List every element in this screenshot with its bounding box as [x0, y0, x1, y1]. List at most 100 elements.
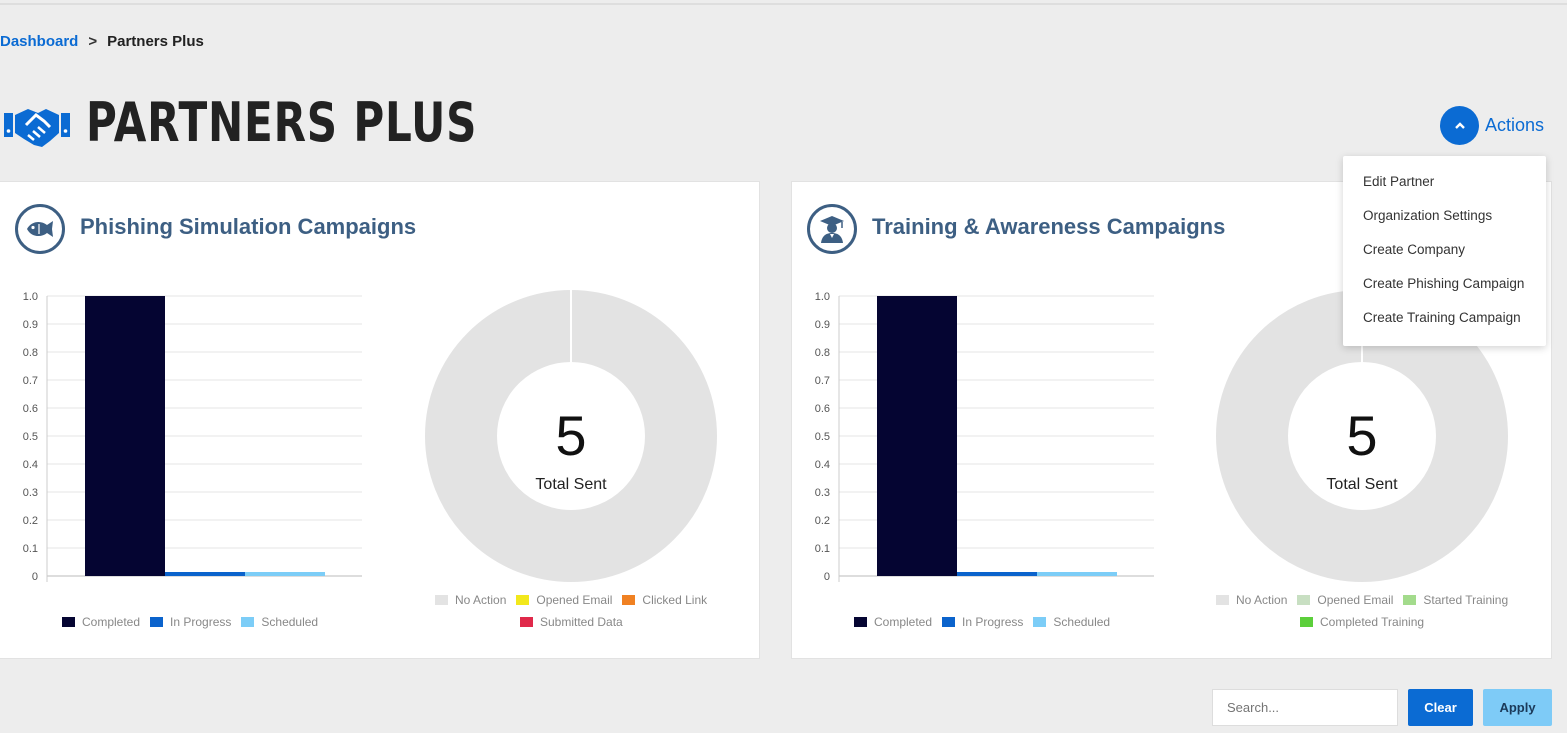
- legend-no-action: No Action: [1216, 593, 1287, 607]
- training-bar-chart: 1.0 0.9 0.8 0.7 0.6 0.5 0.4 0.3 0.2 0.1 0: [815, 291, 1154, 583]
- y-tick-label: 1.0: [23, 291, 38, 303]
- legend-in-progress: In Progress: [150, 615, 231, 629]
- y-tick-label: 0.1: [815, 543, 830, 555]
- training-donut-legend-row2: Completed Training: [1300, 615, 1434, 629]
- legend-swatch: [622, 595, 636, 605]
- legend-submitted-data: Submitted Data: [520, 615, 623, 629]
- training-bar-scheduled: [1037, 572, 1117, 576]
- y-tick-label: 0.3: [23, 487, 38, 499]
- y-tick-label: 0.6: [23, 403, 38, 415]
- legend-in-progress: In Progress: [942, 615, 1023, 629]
- legend-swatch: [1403, 595, 1417, 605]
- legend-label: Submitted Data: [540, 615, 623, 629]
- legend-label: Opened Email: [536, 593, 613, 607]
- y-tick-label: 0.6: [815, 403, 830, 415]
- legend-label: Completed Training: [1320, 615, 1425, 629]
- legend-opened-email: Opened Email: [1297, 593, 1393, 607]
- legend-swatch: [1216, 595, 1229, 605]
- y-tick-label: 0: [824, 571, 830, 583]
- breadcrumb: Dashboard > Partners Plus: [0, 33, 204, 50]
- phishing-donut-chart: 5 Total Sent: [425, 290, 717, 582]
- top-divider: [0, 3, 1567, 5]
- training-card-title: Training & Awareness Campaigns: [872, 214, 1226, 239]
- legend-label: Scheduled: [1053, 615, 1111, 629]
- y-tick-label: 0.2: [815, 515, 830, 527]
- legend-swatch: [62, 617, 75, 627]
- page-title: PARTNERS PLUS: [86, 91, 478, 154]
- legend-label: In Progress: [962, 615, 1024, 629]
- phishing-bar-scheduled: [245, 572, 325, 576]
- y-tick-label: 0.7: [23, 375, 38, 387]
- legend-swatch: [150, 617, 164, 627]
- clear-button[interactable]: Clear: [1408, 689, 1473, 726]
- legend-label: No Action: [455, 593, 507, 607]
- phishing-total-sent-value: 5: [555, 404, 587, 467]
- legend-scheduled: Scheduled: [241, 615, 318, 629]
- phishing-donut-legend-row1: No Action Opened Email Clicked Link: [435, 593, 717, 607]
- graduate-icon: [807, 204, 857, 254]
- y-tick-label: 1.0: [815, 291, 830, 303]
- y-tick-label: 0.9: [23, 319, 38, 331]
- menu-item-edit-partner[interactable]: Edit Partner: [1363, 174, 1435, 189]
- apply-button[interactable]: Apply: [1483, 689, 1552, 726]
- breadcrumb-current: Partners Plus: [107, 33, 204, 50]
- fish-icon: [15, 204, 65, 254]
- phishing-bar-chart: 1.0 0.9 0.8 0.7 0.6 0.5 0.4 0.3 0.2 0.1 0: [23, 291, 362, 583]
- legend-started-training: Started Training: [1403, 593, 1508, 607]
- legend-swatch: [1297, 595, 1311, 605]
- legend-swatch: [1033, 617, 1047, 627]
- y-tick-label: 0.8: [815, 347, 830, 359]
- phishing-campaigns-card: Phishing Simulation Campaigns 1.0 0.9 0.8 0…: [0, 181, 760, 659]
- legend-label: Clicked Link: [642, 593, 708, 607]
- menu-item-create-company[interactable]: Create Company: [1363, 242, 1466, 257]
- menu-item-create-training-campaign[interactable]: Create Training Campaign: [1363, 310, 1521, 325]
- legend-no-action: No Action: [435, 593, 506, 607]
- legend-swatch: [241, 617, 255, 627]
- training-total-sent-value: 5: [1346, 404, 1378, 467]
- breadcrumb-separator: >: [88, 33, 98, 50]
- phishing-bar-in-progress: [165, 572, 245, 576]
- legend-scheduled: Scheduled: [1033, 615, 1110, 629]
- legend-completed-training: Completed Training: [1300, 615, 1424, 629]
- legend-label: No Action: [1236, 593, 1288, 607]
- actions-dropdown-menu: Edit Partner Organization Settings Creat…: [1343, 156, 1546, 346]
- legend-label: Completed: [874, 615, 933, 629]
- actions-label[interactable]: Actions: [1485, 115, 1545, 135]
- phishing-bar-legend: Completed In Progress Scheduled: [62, 615, 328, 629]
- actions-toggle[interactable]: Actions: [1440, 106, 1544, 145]
- legend-swatch: [435, 595, 448, 605]
- training-bar-completed: [877, 296, 957, 576]
- y-tick-label: 0: [32, 571, 38, 583]
- phishing-total-sent-label: Total Sent: [535, 476, 607, 493]
- legend-completed: Completed: [62, 615, 140, 629]
- menu-item-create-phishing-campaign[interactable]: Create Phishing Campaign: [1363, 276, 1525, 291]
- y-tick-label: 0.5: [815, 431, 830, 443]
- legend-swatch: [942, 617, 956, 627]
- legend-label: Completed: [82, 615, 141, 629]
- training-bar-in-progress: [957, 572, 1037, 576]
- phishing-bar-completed: [85, 296, 165, 576]
- training-bar-legend: Completed In Progress Scheduled: [854, 615, 1120, 629]
- y-tick-label: 0.4: [815, 459, 830, 471]
- chevron-up-icon[interactable]: [1440, 106, 1479, 145]
- y-tick-label: 0.8: [23, 347, 38, 359]
- search-input[interactable]: [1212, 689, 1398, 726]
- legend-label: In Progress: [170, 615, 232, 629]
- menu-item-organization-settings[interactable]: Organization Settings: [1363, 208, 1493, 223]
- legend-swatch: [520, 617, 533, 627]
- legend-opened-email: Opened Email: [516, 593, 612, 607]
- phishing-donut-legend-row2: Submitted Data: [520, 615, 633, 629]
- y-tick-label: 0.7: [815, 375, 830, 387]
- y-tick-label: 0.3: [815, 487, 830, 499]
- legend-label: Started Training: [1423, 593, 1509, 607]
- breadcrumb-dashboard-link[interactable]: Dashboard: [0, 33, 79, 50]
- y-tick-label: 0.4: [23, 459, 38, 471]
- legend-swatch: [1300, 617, 1313, 627]
- y-tick-label: 0.1: [23, 543, 38, 555]
- training-donut-legend-row1: No Action Opened Email Started Training: [1216, 593, 1518, 607]
- handshake-icon: [4, 109, 70, 147]
- training-total-sent-label: Total Sent: [1326, 476, 1398, 493]
- y-tick-label: 0.5: [23, 431, 38, 443]
- y-tick-label: 0.2: [23, 515, 38, 527]
- y-tick-label: 0.9: [815, 319, 830, 331]
